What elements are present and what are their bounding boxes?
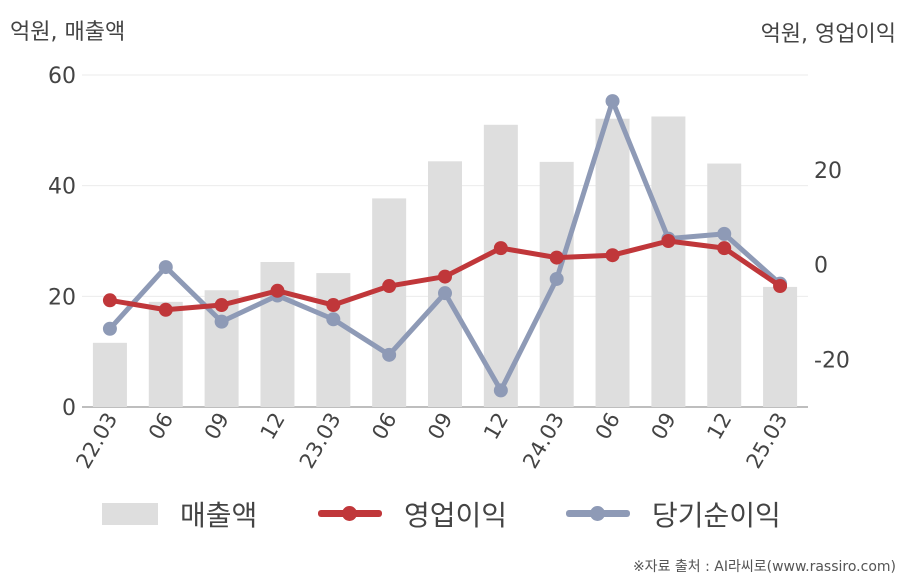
- legend-swatch-operating: [318, 506, 382, 521]
- left-tick-label: 40: [48, 175, 76, 200]
- x-tick-label: 09: [647, 409, 681, 444]
- point-net-income: [214, 314, 229, 329]
- point-operating-profit: [214, 298, 229, 313]
- point-operating-profit: [270, 283, 285, 298]
- point-operating-profit: [493, 241, 508, 256]
- point-operating-profit: [438, 269, 452, 284]
- point-operating-profit: [102, 293, 117, 308]
- x-tick-label: 06: [367, 409, 401, 444]
- x-tick-label: 25.03: [742, 409, 793, 473]
- bar-revenue: [92, 342, 127, 407]
- point-operating-profit: [605, 248, 620, 263]
- point-net-income: [717, 226, 732, 241]
- bar-revenue: [651, 116, 686, 407]
- legend-item-operating: 영업이익: [318, 492, 507, 536]
- x-tick-label: 09: [200, 409, 234, 444]
- x-tick-label: 22.03: [71, 409, 122, 473]
- point-operating-profit: [773, 279, 788, 294]
- point-net-income: [549, 271, 564, 286]
- left-tick-label: 20: [48, 285, 76, 310]
- source-note: ※자료 출처 : AI라씨로(www.rassiro.com): [632, 559, 896, 575]
- bar-revenue: [595, 118, 630, 408]
- bar-revenue: [763, 286, 798, 407]
- right-tick-label: 0: [814, 254, 828, 279]
- right-tick-label: 20: [814, 159, 842, 184]
- legend-item-revenue: 매출액: [102, 492, 257, 536]
- bar-revenue: [260, 262, 295, 407]
- point-operating-profit: [717, 241, 732, 256]
- legend: 매출액 영업이익 당기순이익: [0, 492, 908, 536]
- x-tick-label: 09: [423, 409, 457, 444]
- right-tick-label: -20: [814, 349, 850, 374]
- x-tick-label: 12: [479, 409, 513, 444]
- x-tick-label: 06: [591, 409, 625, 444]
- point-net-income: [493, 383, 508, 398]
- point-operating-profit: [158, 302, 173, 317]
- legend-item-net: 당기순이익: [566, 492, 781, 536]
- left-tick-label: 0: [62, 396, 76, 421]
- bar-revenue: [372, 198, 407, 407]
- bar-revenue: [483, 124, 518, 408]
- right-axis-unit: 억원, 영업이익: [760, 22, 896, 47]
- x-tick-label: 24.03: [518, 409, 569, 473]
- point-net-income: [605, 94, 620, 109]
- point-operating-profit: [326, 298, 341, 313]
- x-tick-label: 06: [144, 409, 178, 444]
- legend-label-net: 당기순이익: [652, 499, 781, 532]
- legend-swatch-net: [566, 506, 630, 521]
- legend-label-operating: 영업이익: [404, 499, 508, 532]
- legend-swatch-revenue: [102, 503, 158, 525]
- point-operating-profit: [549, 250, 564, 265]
- x-tick-label: 23.03: [295, 409, 346, 473]
- point-operating-profit: [382, 279, 397, 294]
- bar-revenue: [707, 163, 742, 407]
- x-tick-label: 12: [702, 409, 736, 444]
- point-net-income: [326, 312, 341, 327]
- left-axis-unit: 억원, 매출액: [10, 20, 126, 45]
- bar-revenue: [428, 161, 462, 407]
- point-net-income: [102, 321, 117, 336]
- legend-label-revenue: 매출액: [180, 499, 258, 532]
- point-net-income: [382, 347, 397, 362]
- point-operating-profit: [661, 234, 676, 248]
- bar-revenue: [148, 301, 183, 407]
- point-net-income: [438, 286, 452, 301]
- point-net-income: [158, 260, 173, 275]
- x-tick-label: 12: [256, 409, 290, 444]
- bar-revenue: [316, 273, 351, 407]
- left-tick-label: 60: [48, 64, 76, 89]
